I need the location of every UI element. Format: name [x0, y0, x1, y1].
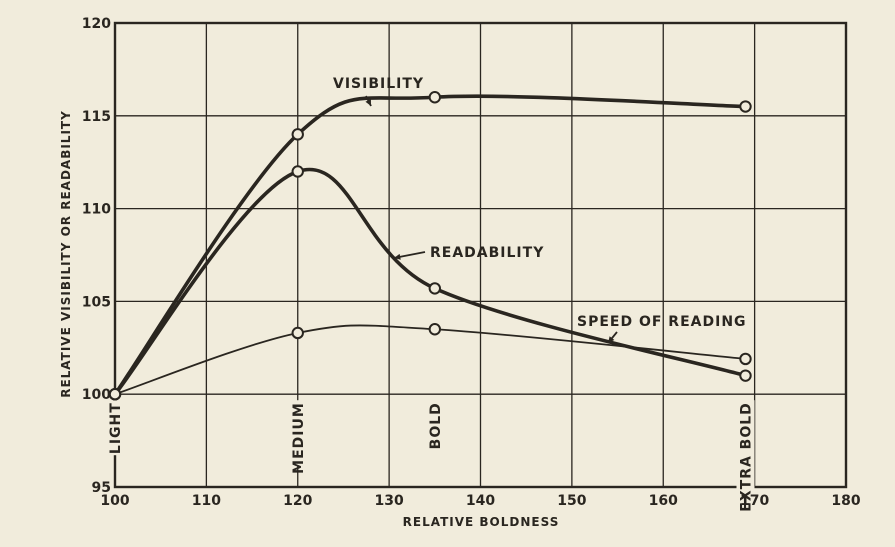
y-tick-label: 110: [82, 202, 111, 218]
weight-labels: LIGHT MEDIUM BOLD EXTRA BOLD: [106, 400, 755, 512]
weight-label-backdrop: [106, 400, 124, 456]
x-tick-label: 140: [466, 493, 495, 509]
data-point: [428, 282, 442, 295]
x-axis-title: RELATIVE BOLDNESS: [403, 515, 560, 529]
x-tick-label: 110: [192, 493, 221, 509]
grid: [113, 21, 848, 489]
weight-label-backdrop: [736, 400, 755, 507]
annotation-visibility: VISIBILITY: [333, 76, 424, 92]
data-point: [428, 323, 442, 336]
series-line-speed-of-reading: [114, 324, 747, 396]
arrowhead-icon: [365, 99, 371, 106]
series-line-visibility: [113, 94, 748, 396]
tick-labels: 100 110 120 130 140 150 160 170 1809510010511011…: [82, 16, 861, 509]
weight-label-backdrop: [288, 400, 307, 466]
annotation-speed-of-reading: SPEED OF READING: [577, 314, 747, 330]
arrowhead-icon: [608, 336, 615, 343]
data-point: [291, 128, 304, 141]
plot-frame: [113, 21, 848, 489]
y-tick-label: 120: [82, 16, 111, 32]
y-tick-label: 105: [82, 294, 111, 310]
data-point: [739, 352, 752, 366]
weight-label-light: LIGHT: [108, 402, 124, 454]
x-tick-label: 170: [740, 493, 769, 509]
y-tick-label: 95: [92, 480, 111, 496]
arrowhead-icon: [394, 253, 401, 260]
weight-label-extra-bold: EXTRA BOLD: [738, 402, 754, 512]
x-tick-label: 160: [649, 493, 678, 509]
data-point: [291, 326, 304, 340]
series-speed-of-reading: [108, 323, 752, 401]
annotation-readability: READABILITY: [430, 245, 544, 261]
data-point: [428, 91, 442, 104]
x-tick-label: 120: [283, 493, 312, 509]
y-tick-label: 115: [82, 109, 111, 125]
data-point: [291, 165, 304, 178]
weight-label-backdrop: [425, 400, 444, 445]
series-group: [108, 91, 752, 401]
data-point: [739, 100, 752, 113]
annotations: VISIBILITY READABILITY SPEED OF READING: [333, 76, 747, 344]
y-axis-title: RELATIVE VISIBILITY OR READABILITY: [59, 110, 73, 398]
data-point: [739, 369, 752, 382]
x-tick-label: 150: [557, 493, 586, 509]
weight-label-bold: BOLD: [428, 402, 444, 449]
y-tick-label: 100: [82, 387, 111, 403]
x-tick-label: 180: [831, 493, 860, 509]
x-tick-label: 100: [100, 493, 129, 509]
series-line-readability: [113, 167, 748, 396]
x-tick-label: 130: [375, 493, 404, 509]
weight-label-medium: MEDIUM: [291, 402, 307, 474]
data-point: [108, 388, 122, 401]
